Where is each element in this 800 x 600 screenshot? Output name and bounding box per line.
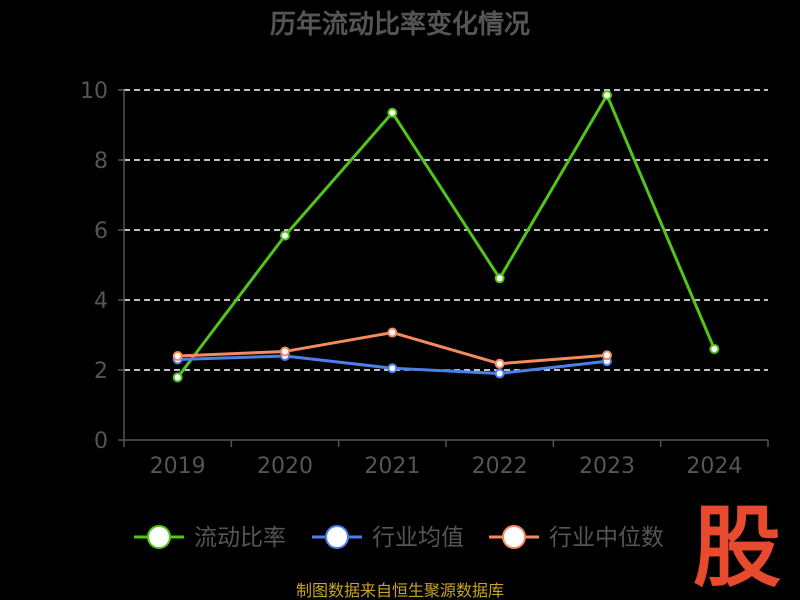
data-point[interactable] — [709, 344, 720, 354]
x-tick-label: 2019 — [150, 454, 206, 479]
x-tick-label: 2020 — [257, 454, 313, 479]
legend-label: 行业中位数 — [549, 525, 664, 551]
data-point[interactable] — [494, 273, 505, 284]
y-tick-label: 4 — [94, 289, 108, 314]
legend-marker — [325, 525, 349, 549]
series-group — [172, 90, 720, 383]
data-point[interactable] — [387, 107, 398, 118]
x-tick-label: 2023 — [579, 454, 635, 479]
grid-lines — [124, 89, 768, 371]
x-tick-label: 2021 — [364, 454, 420, 479]
data-point[interactable] — [602, 90, 612, 101]
legend-item[interactable]: 行业均值 — [312, 525, 464, 551]
chart-title: 历年流动比率变化情况 — [270, 9, 530, 40]
legend-marker — [147, 525, 171, 549]
data-point[interactable] — [280, 346, 290, 357]
x-tick-label: 2022 — [472, 454, 528, 479]
tick-labels: 0 2 4 6 8 10 2019 2020 2021 2022 2023 2024 — [80, 79, 742, 479]
series-lines — [172, 90, 720, 383]
watermark-logo: 股 — [693, 496, 781, 599]
x-tick-label: 2024 — [686, 454, 742, 479]
y-tick-label: 10 — [80, 79, 108, 104]
data-point[interactable] — [494, 358, 505, 369]
legend[interactable]: 流动比率 行业均值 行业中位数 — [134, 525, 664, 551]
data-point[interactable] — [172, 372, 183, 383]
series-group — [172, 327, 612, 369]
source-note: 制图数据来自恒生聚源数据库 — [296, 581, 504, 600]
y-tick-label: 2 — [94, 359, 108, 384]
legend-marker — [502, 525, 526, 549]
legend-label: 流动比率 — [194, 525, 286, 551]
legend-label: 行业均值 — [372, 525, 464, 551]
series-line — [176, 93, 716, 379]
data-point[interactable] — [387, 327, 398, 338]
y-tick-label: 0 — [94, 429, 108, 454]
data-point[interactable] — [280, 230, 290, 241]
y-tick-label: 8 — [94, 149, 108, 174]
legend-item[interactable]: 流动比率 — [134, 525, 286, 551]
series-group — [172, 351, 612, 379]
y-tick-label: 6 — [94, 219, 108, 244]
data-point[interactable] — [494, 368, 505, 379]
data-point[interactable] — [172, 351, 183, 361]
legend-item[interactable]: 行业中位数 — [489, 525, 664, 551]
axes — [118, 89, 769, 447]
data-point[interactable] — [602, 350, 612, 361]
data-point[interactable] — [387, 363, 398, 374]
